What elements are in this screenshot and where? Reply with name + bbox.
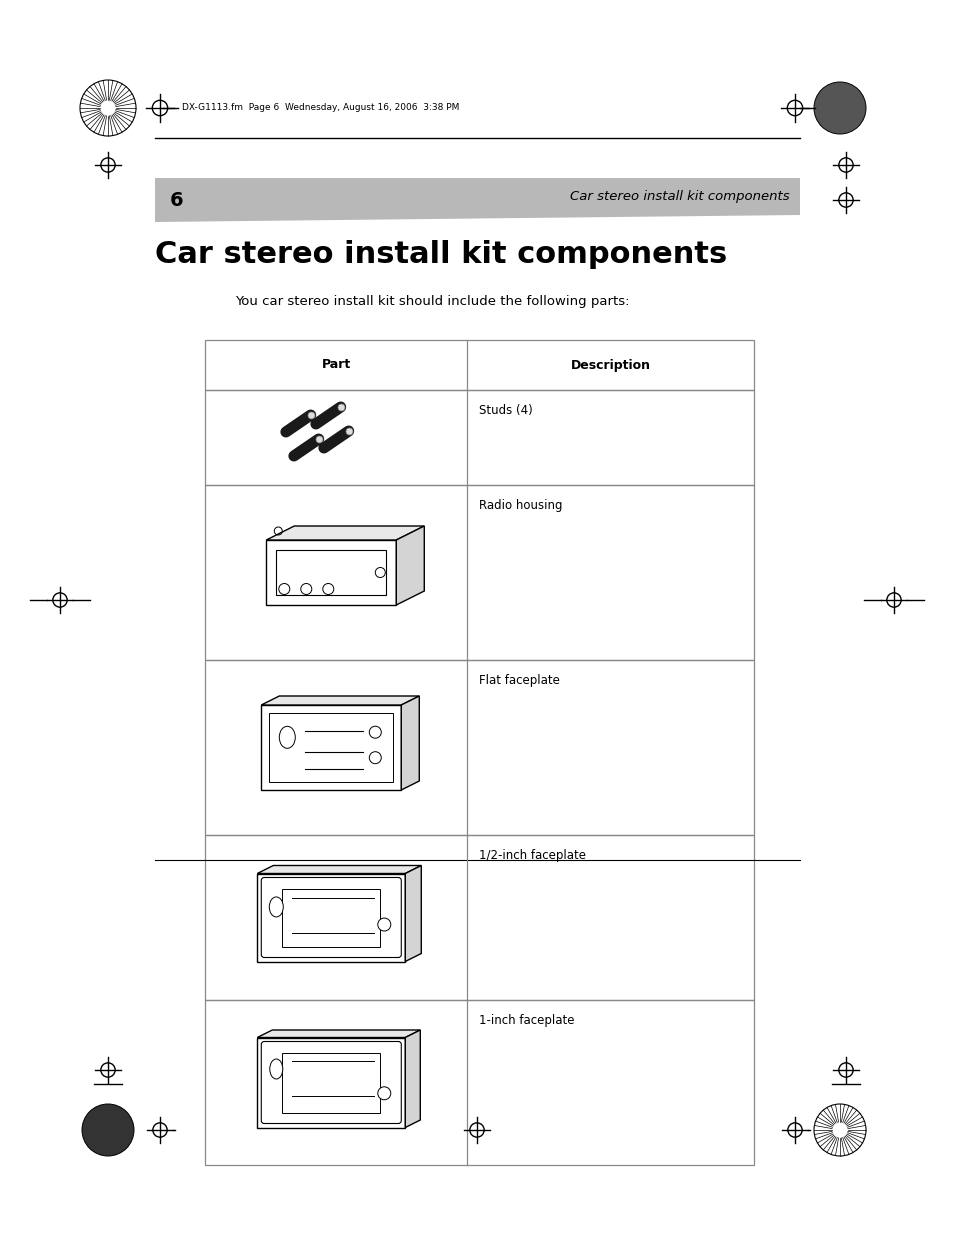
Text: Studs (4): Studs (4) xyxy=(479,404,533,417)
Ellipse shape xyxy=(377,918,391,931)
Polygon shape xyxy=(395,526,424,605)
Polygon shape xyxy=(266,526,424,540)
Polygon shape xyxy=(405,1030,420,1128)
Text: Part: Part xyxy=(321,358,351,372)
Circle shape xyxy=(82,1104,133,1156)
Polygon shape xyxy=(257,1037,405,1128)
Text: 6: 6 xyxy=(170,191,183,210)
Text: 1/2-inch faceplate: 1/2-inch faceplate xyxy=(479,848,586,862)
Text: Flat faceplate: Flat faceplate xyxy=(479,674,559,687)
Circle shape xyxy=(813,82,865,135)
Ellipse shape xyxy=(269,897,283,916)
Ellipse shape xyxy=(369,752,381,763)
Ellipse shape xyxy=(279,726,295,748)
Bar xyxy=(276,550,386,595)
Bar xyxy=(205,659,753,835)
Bar xyxy=(269,713,393,782)
Ellipse shape xyxy=(369,726,381,739)
Polygon shape xyxy=(257,873,405,962)
Polygon shape xyxy=(257,1030,420,1037)
Polygon shape xyxy=(261,697,419,705)
Polygon shape xyxy=(401,697,419,790)
Text: You car stereo install kit should include the following parts:: You car stereo install kit should includ… xyxy=(234,295,629,308)
Polygon shape xyxy=(154,178,800,222)
Ellipse shape xyxy=(377,1087,391,1100)
Polygon shape xyxy=(257,866,421,873)
Text: Radio housing: Radio housing xyxy=(479,499,562,513)
Text: Car stereo install kit components: Car stereo install kit components xyxy=(154,240,726,269)
Bar xyxy=(205,485,753,659)
Polygon shape xyxy=(405,866,421,962)
Polygon shape xyxy=(261,705,401,790)
Bar xyxy=(282,888,380,946)
Bar xyxy=(205,835,753,1000)
Text: DX-G1113.fm  Page 6  Wednesday, August 16, 2006  3:38 PM: DX-G1113.fm Page 6 Wednesday, August 16,… xyxy=(182,104,459,112)
Bar xyxy=(282,1052,380,1113)
Polygon shape xyxy=(266,540,395,605)
Text: Description: Description xyxy=(570,358,650,372)
Bar xyxy=(205,1000,753,1165)
Text: 1-inch faceplate: 1-inch faceplate xyxy=(479,1014,575,1028)
Text: Car stereo install kit components: Car stereo install kit components xyxy=(570,190,789,203)
Ellipse shape xyxy=(270,1058,282,1079)
Bar xyxy=(205,340,753,390)
Bar xyxy=(205,390,753,485)
